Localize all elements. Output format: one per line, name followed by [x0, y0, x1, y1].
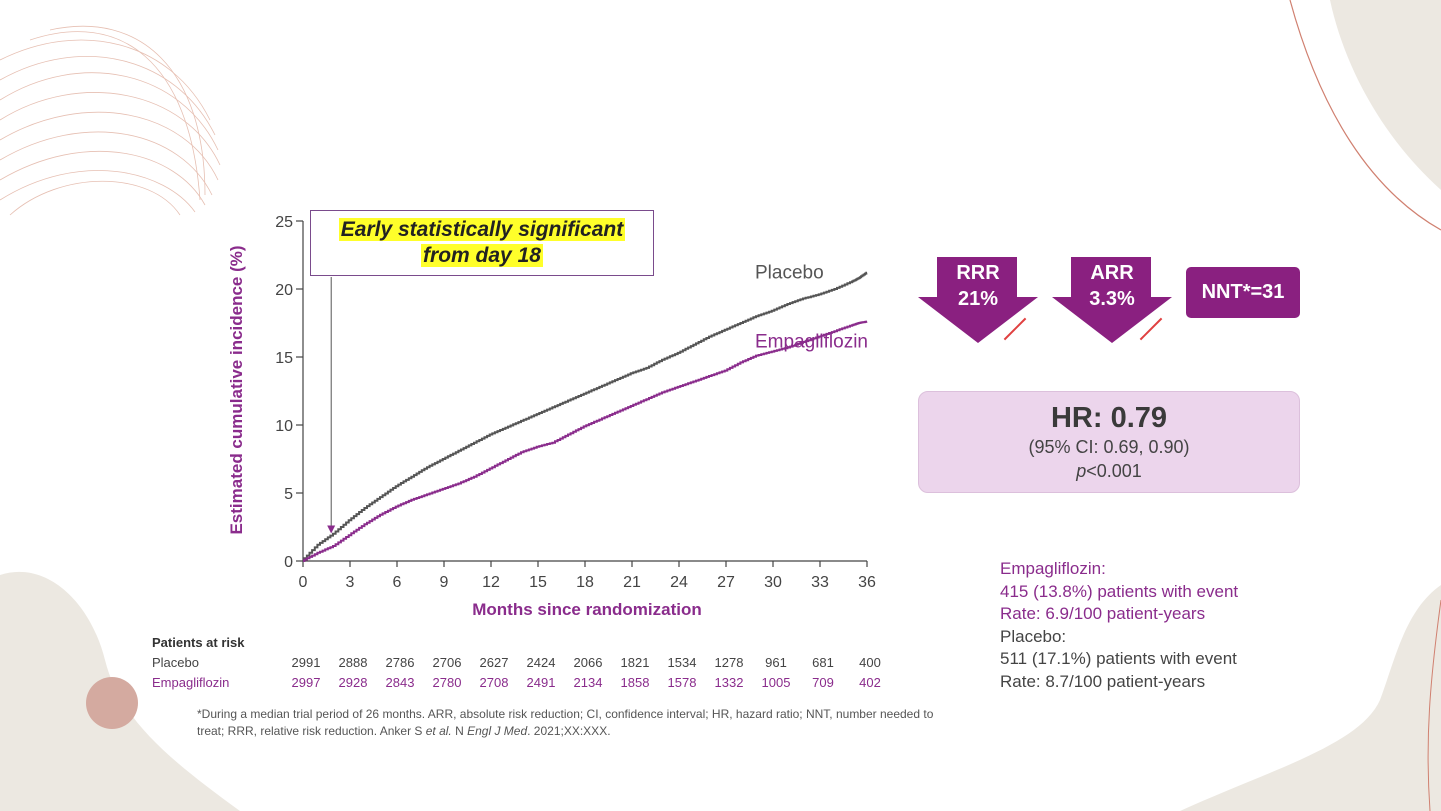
footnote: *During a median trial period of 26 mont… — [197, 706, 1157, 740]
risk-value: 2991 — [291, 655, 321, 670]
y-tick-label: 20 — [275, 282, 293, 299]
x-axis-label: Months since randomization — [472, 600, 702, 619]
y-axis: 0 5 10 15 20 25 — [275, 214, 304, 571]
x-tick-label: 3 — [346, 574, 355, 591]
arr-value: 3.3% — [1089, 288, 1135, 310]
risk-table-title: Patients at risk — [152, 635, 245, 650]
y-tick-label: 15 — [275, 350, 293, 367]
empagliflozin-summary-label: Empagliflozin: — [1000, 559, 1106, 578]
rrr-badge: RRR 21% — [918, 257, 1038, 345]
risk-value: 402 — [859, 675, 881, 690]
x-tick-label: 21 — [623, 574, 641, 591]
risk-value: 2066 — [573, 655, 603, 670]
top-right-corner-shape — [1330, 0, 1441, 190]
placebo-summary-label: Placebo: — [1000, 626, 1067, 646]
arr-badge: ARR 3.3% — [1052, 257, 1172, 345]
risk-row-empagliflozin: Empagliflozin 2997 2928 2843 2780 2708 2491 21… — [152, 673, 892, 693]
significance-callout: Early statistically significant from day… — [310, 210, 654, 276]
risk-value: 1278 — [714, 655, 744, 670]
series-line-placebo — [303, 271, 868, 562]
risk-value: 961 — [765, 655, 787, 670]
arr-label: ARR — [1090, 262, 1134, 284]
risk-value: 2627 — [479, 655, 509, 670]
x-axis: 0 3 6 9 12 15 18 21 24 27 30 33 36 — [299, 560, 876, 591]
risk-value: 1821 — [620, 655, 650, 670]
hr-ci: (95% CI: 0.69, 0.90) — [1028, 437, 1190, 457]
bottom-right-blob — [1180, 585, 1441, 811]
risk-value: 1005 — [761, 675, 791, 690]
footnote-journal: Engl J Med — [467, 724, 528, 738]
y-tick-label: 0 — [284, 554, 293, 571]
x-tick-label: 27 — [717, 574, 735, 591]
footnote-line-1: *During a median trial period of 26 mont… — [197, 707, 934, 721]
risk-value: 1858 — [620, 675, 650, 690]
risk-value: 1578 — [667, 675, 697, 690]
risk-row-label: Empagliflozin — [152, 675, 230, 690]
x-tick-label: 15 — [529, 574, 547, 591]
y-tick-label: 25 — [275, 214, 293, 231]
bottom-left-blob — [0, 571, 240, 811]
x-tick-label: 18 — [576, 574, 594, 591]
risk-value: 1332 — [714, 675, 744, 690]
risk-value: 2928 — [338, 675, 368, 690]
risk-value: 2780 — [432, 675, 462, 690]
down-arrow-icon — [918, 257, 1038, 343]
hr-pvalue: p<0.001 — [1076, 461, 1142, 481]
series-label-empagliflozin: Empagliflozin — [755, 332, 868, 353]
hr-value: HR: 0.79 — [1050, 402, 1168, 434]
risk-value: 2706 — [432, 655, 462, 670]
x-tick-label: 9 — [440, 574, 449, 591]
top-left-wave-pattern — [0, 25, 221, 216]
callout-line-1: Early statistically significant — [338, 218, 626, 241]
x-tick-label: 24 — [670, 574, 688, 591]
down-arrow-icon — [1052, 257, 1172, 343]
risk-value: 2708 — [479, 675, 509, 690]
x-tick-label: 0 — [299, 574, 308, 591]
empagliflozin-rate: Rate: 6.9/100 patient-years — [1000, 604, 1206, 623]
risk-value: 2843 — [385, 675, 415, 690]
risk-value: 2786 — [385, 655, 415, 670]
risk-value: 681 — [812, 655, 834, 670]
nnt-badge: NNT*=31 — [1186, 267, 1300, 318]
top-right-curve-line — [1289, 0, 1441, 231]
footnote-line-2b: N — [451, 724, 468, 738]
risk-value: 2134 — [573, 675, 603, 690]
empagliflozin-events: 415 (13.8%) patients with event — [1000, 581, 1239, 601]
x-tick-label: 36 — [858, 574, 876, 591]
risk-value: 2997 — [291, 675, 321, 690]
footnote-line-2a: treat; RRR, relative risk reduction. Ank… — [197, 724, 426, 738]
x-tick-label: 6 — [393, 574, 402, 591]
rrr-label: RRR — [956, 262, 1000, 284]
risk-value: 709 — [812, 675, 834, 690]
risk-value: 400 — [859, 655, 881, 670]
hazard-ratio-box: HR: 0.79 (95% CI: 0.69, 0.90) p<0.001 — [918, 391, 1300, 493]
x-tick-label: 30 — [764, 574, 782, 591]
y-tick-label: 10 — [275, 418, 293, 435]
patients-at-risk-table: Patients at risk Placebo 2991 2888 2786 270… — [152, 633, 892, 693]
placebo-events: 511 (17.1%) patients with event — [1000, 649, 1237, 668]
y-axis-label: Estimated cumulative incidence (%) — [227, 245, 246, 534]
footnote-etal: et al. — [425, 724, 452, 738]
annotation-arrow-head — [327, 525, 336, 534]
y-tick-label: 5 — [284, 486, 293, 503]
placebo-rate: Rate: 8.7/100 patient-years — [1000, 671, 1206, 691]
bottom-left-dot — [86, 677, 138, 729]
footnote-line-2c: . 2021;XX:XXX. — [527, 724, 611, 738]
event-summary: Empagliflozin: 415 (13.8%) patients with… — [1000, 558, 1238, 693]
risk-value: 2888 — [338, 655, 368, 670]
series-line-empagliflozin — [303, 320, 868, 562]
risk-value: 1534 — [667, 655, 697, 670]
rrr-value: 21% — [957, 288, 999, 310]
risk-value: 2424 — [526, 655, 556, 670]
risk-row-placebo: Placebo 2991 2888 2786 2706 2627 2424 2066 1821… — [152, 653, 892, 673]
series-label-placebo: Placebo — [755, 263, 824, 284]
bottom-right-curve-line — [1427, 599, 1441, 811]
risk-value: 2491 — [526, 675, 556, 690]
x-tick-label: 12 — [482, 574, 500, 591]
risk-row-label: Placebo — [152, 655, 199, 670]
x-tick-label: 33 — [811, 574, 829, 591]
callout-line-2: from day 18 — [421, 244, 543, 267]
